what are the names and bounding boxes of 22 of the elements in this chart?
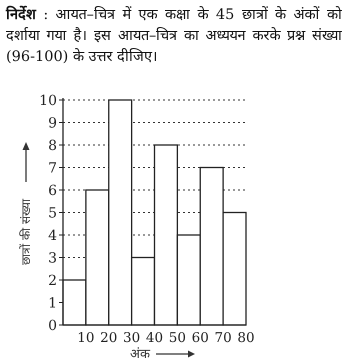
y-tick-label: 5 <box>48 206 57 222</box>
y-tick-label: 4 <box>48 228 58 244</box>
x-tick-label: 30 <box>123 330 140 346</box>
x-tick-label: 20 <box>100 330 118 346</box>
x-tick-label: 60 <box>192 330 209 346</box>
y-tick-label: 6 <box>48 183 58 199</box>
y-tick-label: 1 <box>48 296 57 312</box>
x-tick-label: 50 <box>168 330 186 346</box>
x-tick-label: 10 <box>77 330 94 346</box>
y-tick-label: 10 <box>39 93 57 109</box>
x-tick-label: 70 <box>214 330 232 346</box>
y-tick-label: 9 <box>48 116 57 132</box>
y-tick-label: 3 <box>48 250 57 266</box>
y-axis-title: छात्रों की संख्या <box>19 198 33 265</box>
y-tick-label: 0 <box>48 318 57 334</box>
y-tick-label: 7 <box>48 160 57 176</box>
chart-title: निर्देश : आयत–चित्र में एक कक्षा के 45 छात्रों के अंकों को दर्शाया गया है। इस आयत–चित्र का अध्ययन करके प्रश्न संख्या (96-100) के उत्तर दीजिए। <box>6 4 342 67</box>
y-tick-label: 2 <box>48 273 57 289</box>
y-tick-label: 8 <box>48 138 57 154</box>
x-tick-label: 80 <box>237 330 255 346</box>
x-tick-label: 40 <box>146 330 164 346</box>
x-axis-title: अंक <box>130 347 151 360</box>
